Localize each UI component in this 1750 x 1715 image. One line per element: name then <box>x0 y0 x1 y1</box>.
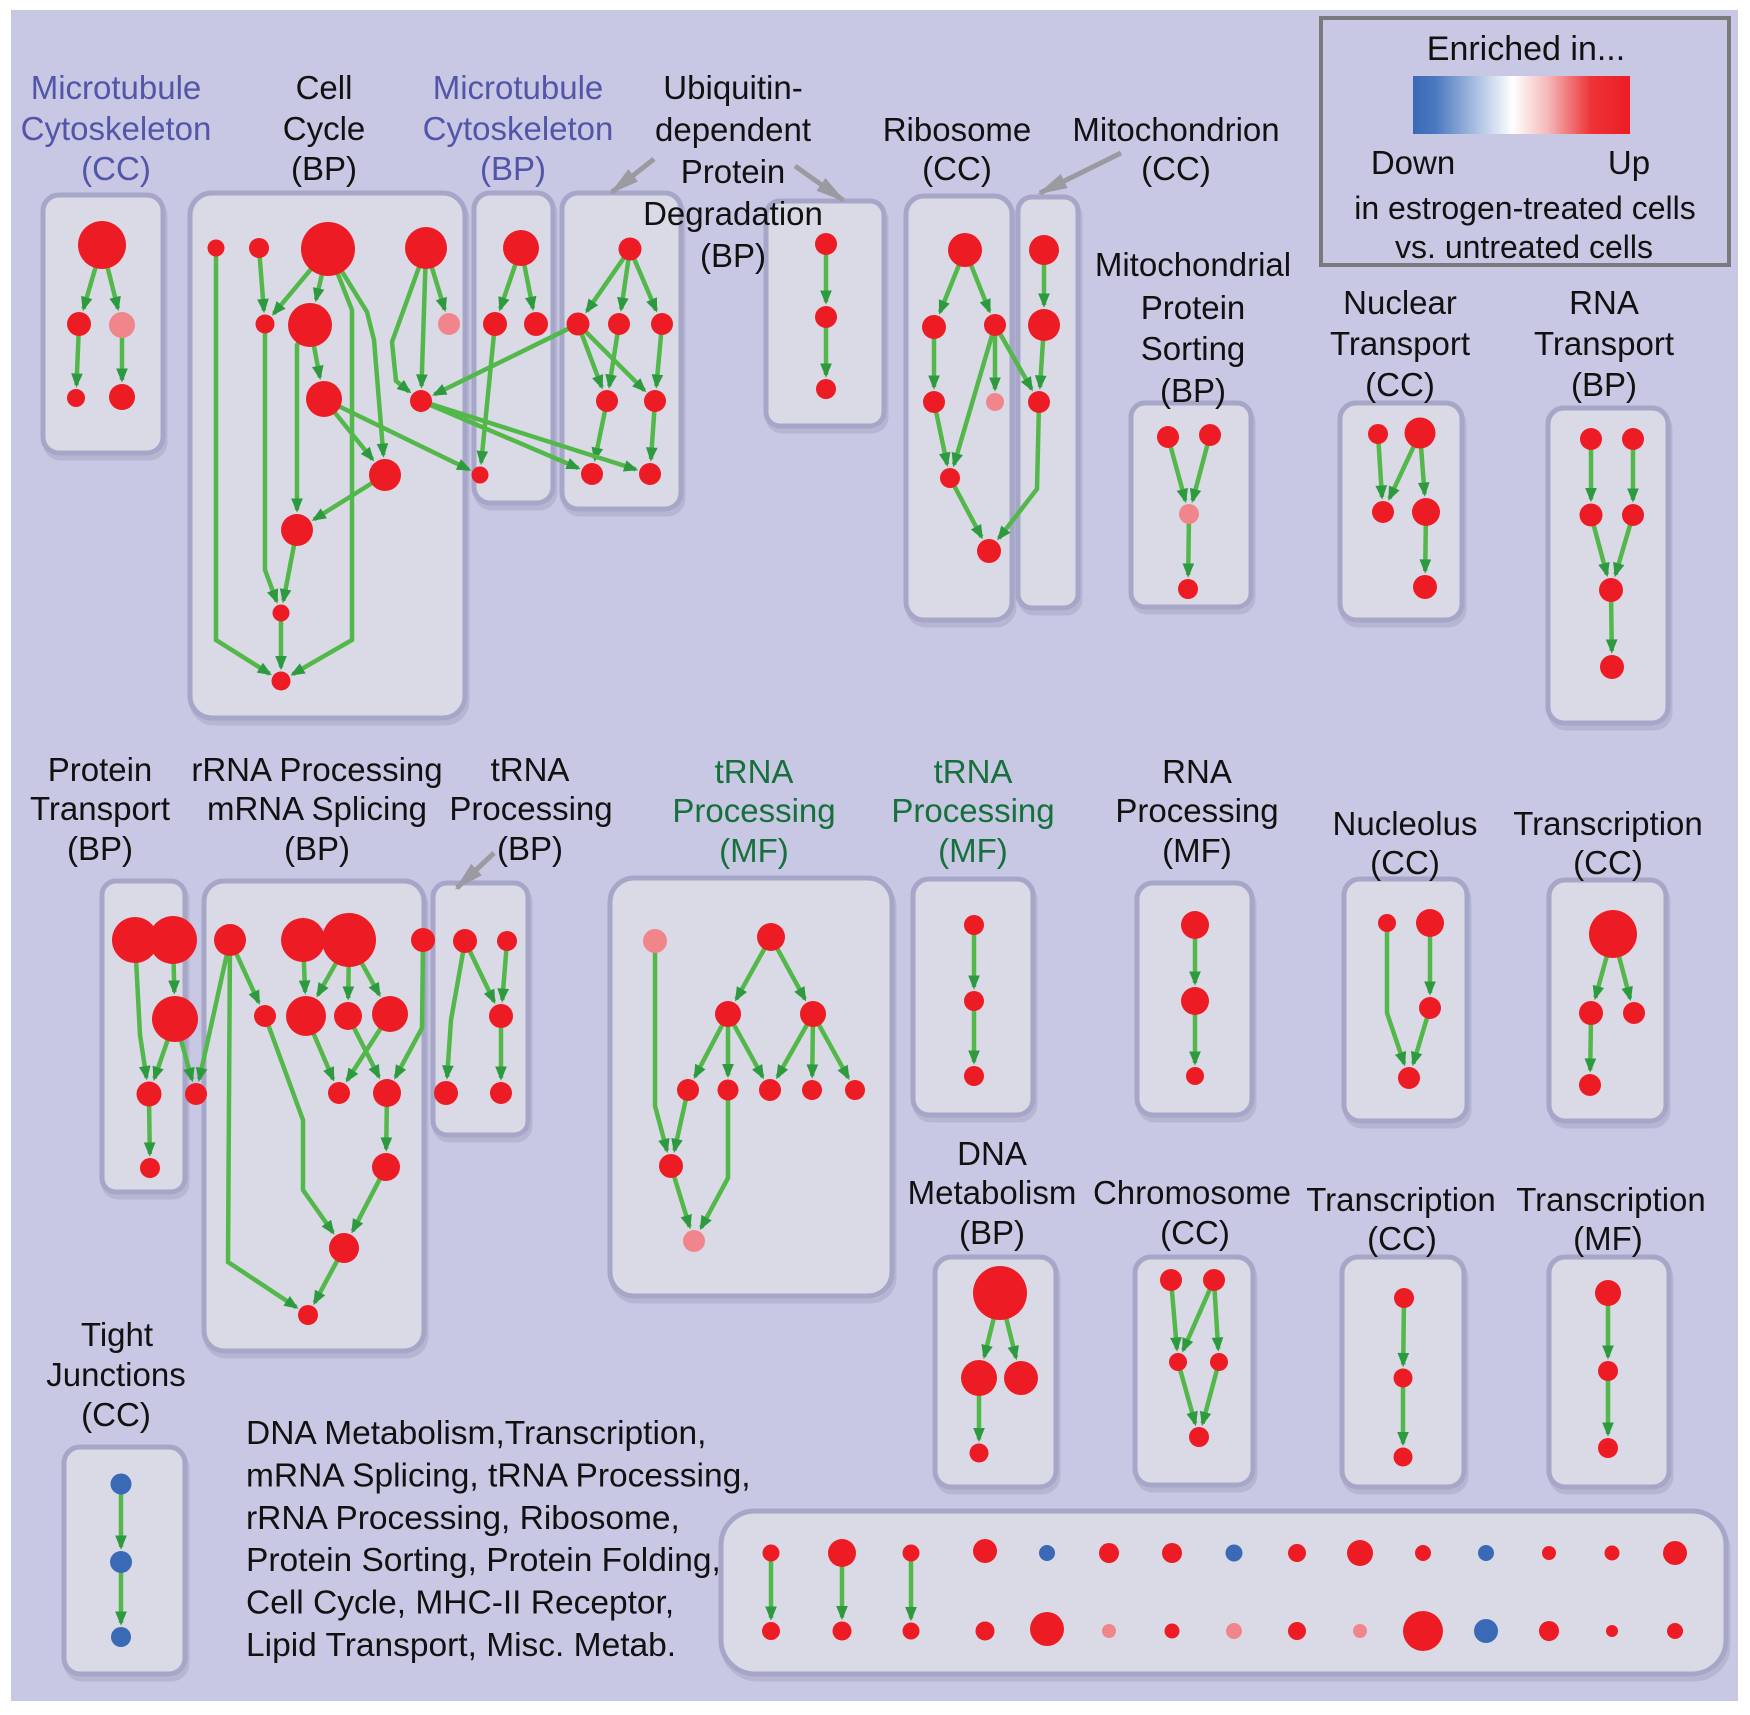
svg-text:Processing: Processing <box>1115 792 1278 829</box>
svg-text:rRNA Processing, Ribosome,: rRNA Processing, Ribosome, <box>246 1500 680 1537</box>
svg-text:Transcription: Transcription <box>1516 1181 1706 1218</box>
svg-text:Transport: Transport <box>1534 325 1674 362</box>
svg-text:mRNA Splicing, tRNA Processing: mRNA Splicing, tRNA Processing, <box>246 1457 751 1494</box>
svg-text:Cycle: Cycle <box>283 110 366 147</box>
svg-text:Junctions: Junctions <box>46 1356 185 1393</box>
svg-text:(BP): (BP) <box>497 830 563 867</box>
svg-text:Ribosome: Ribosome <box>883 111 1032 148</box>
svg-text:Protein: Protein <box>48 751 153 788</box>
svg-text:(CC): (CC) <box>1141 150 1211 187</box>
svg-text:tRNA: tRNA <box>715 753 794 790</box>
svg-text:Mitochondrion: Mitochondrion <box>1072 111 1279 148</box>
svg-text:Protein Sorting, Protein Foldi: Protein Sorting, Protein Folding, <box>246 1542 721 1579</box>
svg-text:rRNA Processing: rRNA Processing <box>191 751 442 788</box>
svg-text:DNA: DNA <box>957 1135 1027 1172</box>
svg-text:Protein: Protein <box>681 153 786 190</box>
svg-text:Transcription: Transcription <box>1513 805 1703 842</box>
svg-text:Chromosome: Chromosome <box>1093 1174 1291 1211</box>
svg-text:(CC): (CC) <box>922 150 992 187</box>
svg-text:Cytoskeleton: Cytoskeleton <box>21 110 212 147</box>
svg-text:in estrogen-treated cells: in estrogen-treated cells <box>1354 190 1696 226</box>
svg-text:(BP): (BP) <box>67 830 133 867</box>
svg-text:Nuclear: Nuclear <box>1343 284 1457 321</box>
svg-text:(CC): (CC) <box>1365 366 1435 403</box>
svg-text:DNA Metabolism,Transcription,: DNA Metabolism,Transcription, <box>246 1415 706 1452</box>
svg-text:Ubiquitin-: Ubiquitin- <box>663 69 802 106</box>
svg-text:Processing: Processing <box>449 790 612 827</box>
svg-text:(CC): (CC) <box>81 1396 151 1433</box>
svg-text:Degradation: Degradation <box>643 195 823 232</box>
svg-text:(MF): (MF) <box>1573 1220 1643 1257</box>
svg-text:Microtubule: Microtubule <box>433 69 604 106</box>
svg-text:Enriched in...: Enriched in... <box>1427 30 1625 68</box>
svg-text:Processing: Processing <box>672 792 835 829</box>
svg-text:Cytoskeleton: Cytoskeleton <box>423 110 614 147</box>
svg-text:dependent: dependent <box>655 111 811 148</box>
svg-text:Transcription: Transcription <box>1306 1181 1496 1218</box>
svg-text:(CC): (CC) <box>1160 1214 1230 1251</box>
svg-text:vs. untreated cells: vs. untreated cells <box>1395 229 1653 265</box>
svg-text:Tight: Tight <box>81 1316 153 1353</box>
svg-text:Metabolism: Metabolism <box>908 1174 1077 1211</box>
svg-text:RNA: RNA <box>1569 284 1639 321</box>
svg-text:tRNA: tRNA <box>491 751 570 788</box>
svg-text:Nucleolus: Nucleolus <box>1333 805 1478 842</box>
svg-text:(BP): (BP) <box>959 1214 1025 1251</box>
svg-text:(BP): (BP) <box>291 150 357 187</box>
svg-text:(BP): (BP) <box>284 830 350 867</box>
svg-text:Lipid Transport, Misc. Metab.: Lipid Transport, Misc. Metab. <box>246 1627 676 1664</box>
svg-text:(MF): (MF) <box>1162 832 1232 869</box>
svg-text:(CC): (CC) <box>1573 844 1643 881</box>
svg-text:(CC): (CC) <box>1367 1220 1437 1257</box>
svg-text:(MF): (MF) <box>719 832 789 869</box>
svg-text:(BP): (BP) <box>480 150 546 187</box>
svg-text:Processing: Processing <box>891 792 1054 829</box>
svg-text:Cell: Cell <box>296 69 353 106</box>
svg-text:Sorting: Sorting <box>1141 330 1246 367</box>
svg-text:Cell Cycle, MHC-II Receptor,: Cell Cycle, MHC-II Receptor, <box>246 1585 674 1622</box>
svg-text:Up: Up <box>1608 144 1650 181</box>
svg-text:Mitochondrial: Mitochondrial <box>1095 246 1291 283</box>
svg-text:Down: Down <box>1371 144 1455 181</box>
svg-text:(BP): (BP) <box>1571 366 1637 403</box>
svg-text:(MF): (MF) <box>938 832 1008 869</box>
svg-text:(CC): (CC) <box>81 150 151 187</box>
svg-text:Protein: Protein <box>1141 289 1246 326</box>
svg-text:Transport: Transport <box>1330 325 1470 362</box>
svg-text:(BP): (BP) <box>1160 372 1226 409</box>
svg-text:RNA: RNA <box>1162 753 1232 790</box>
svg-text:Transport: Transport <box>30 790 170 827</box>
svg-text:Microtubule: Microtubule <box>31 69 202 106</box>
svg-text:tRNA: tRNA <box>934 753 1013 790</box>
svg-text:(BP): (BP) <box>700 237 766 274</box>
svg-text:(CC): (CC) <box>1370 844 1440 881</box>
svg-text:mRNA Splicing: mRNA Splicing <box>207 790 427 827</box>
